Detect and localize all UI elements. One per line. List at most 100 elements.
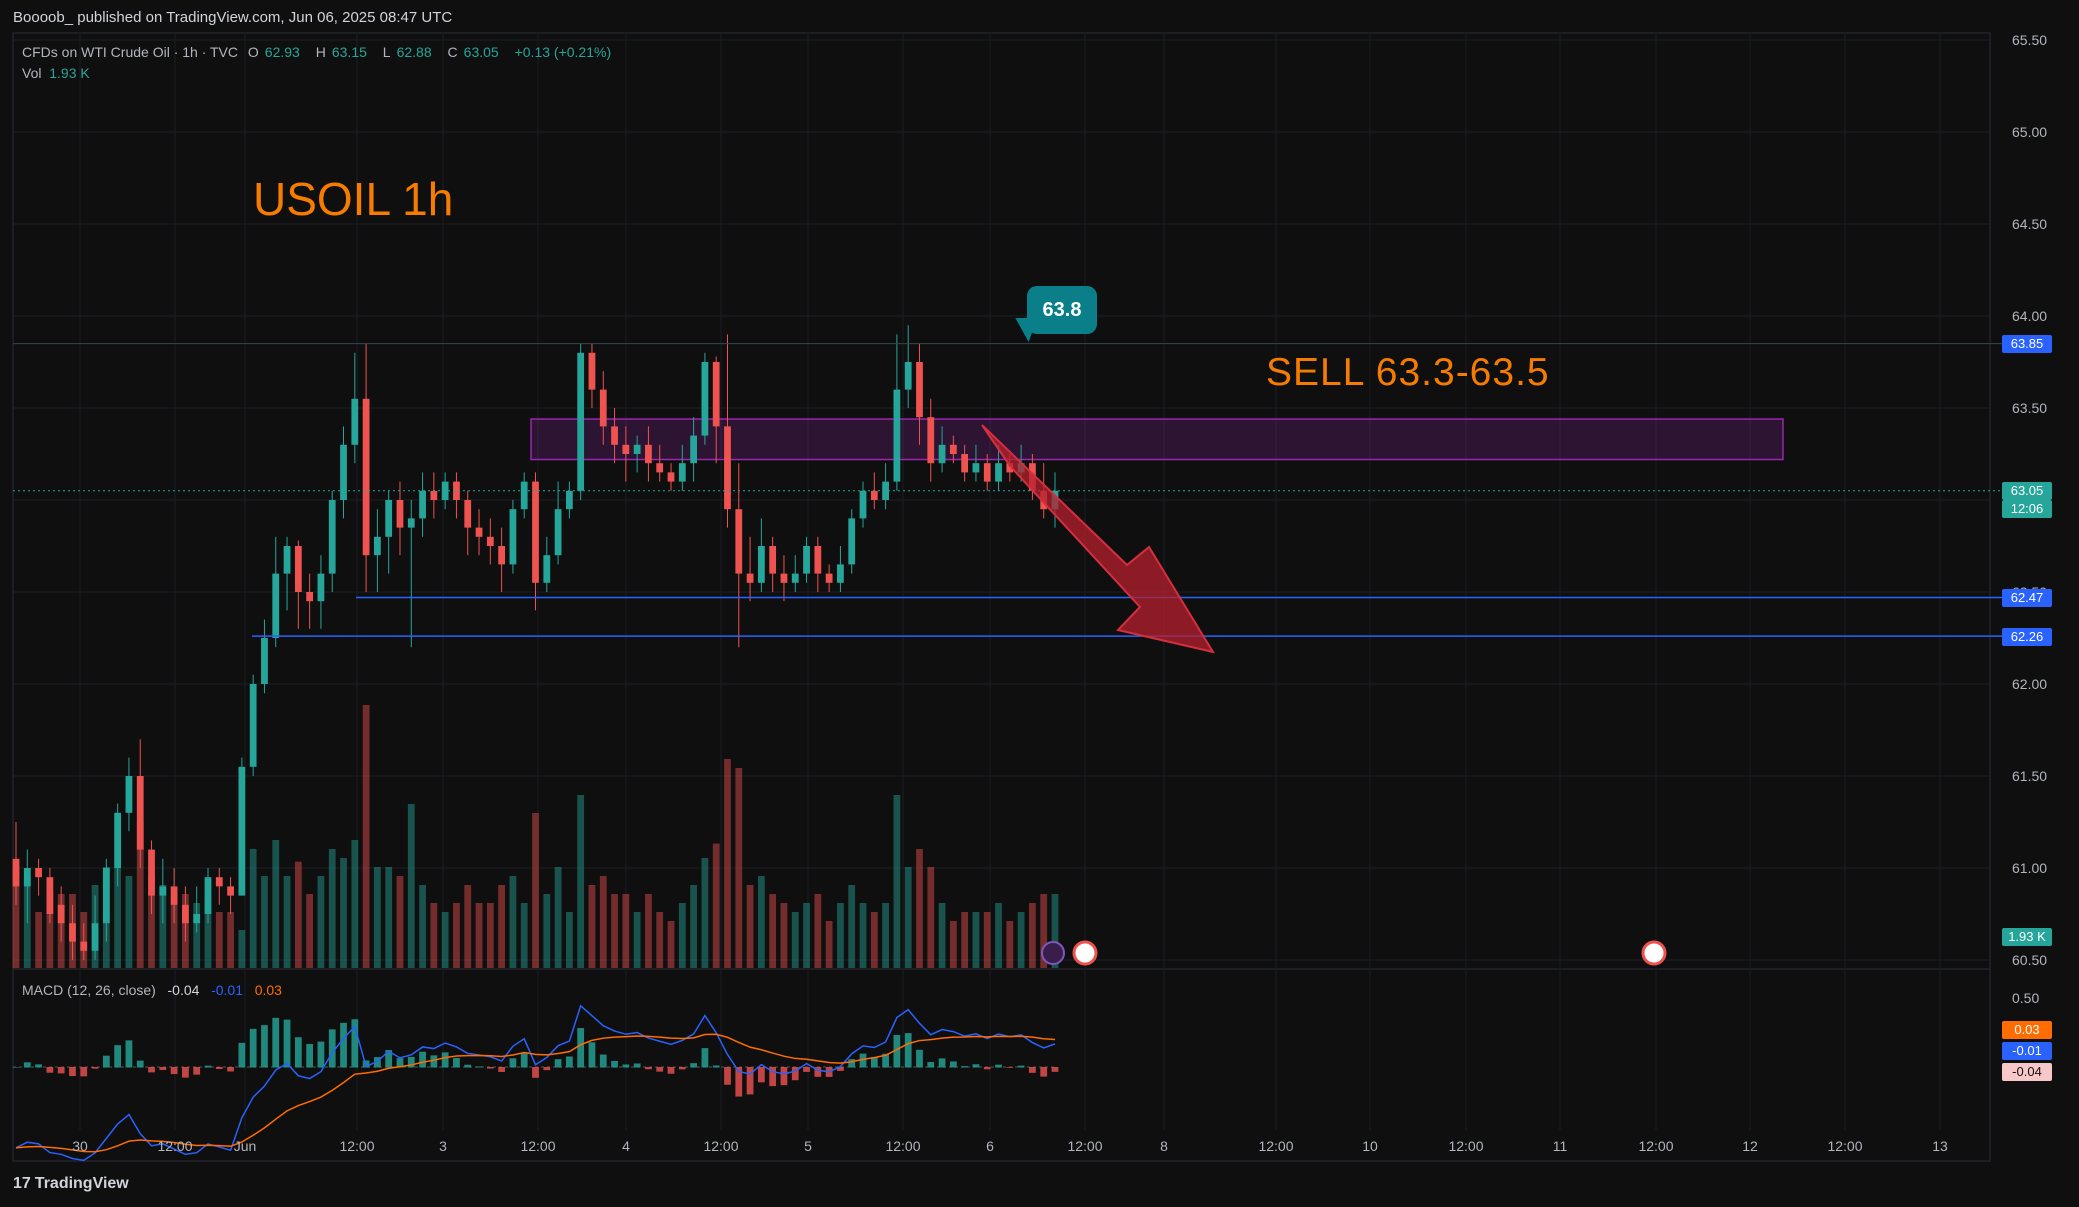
macd-hist-bar <box>893 1034 901 1068</box>
macd-hist-bar <box>520 1053 528 1068</box>
candle-body <box>430 490 438 500</box>
macd-hist-bar <box>1006 1067 1014 1068</box>
volume-bar <box>961 912 969 968</box>
macd-hist-bar <box>565 1056 573 1068</box>
time-tick-label: 12:00 <box>1448 1138 1483 1154</box>
price-tick-label: 61.00 <box>2012 860 2047 876</box>
candle-body <box>193 914 201 924</box>
volume-bar <box>995 903 1002 968</box>
support2-price-tag: 62.26 <box>2002 628 2052 646</box>
volume-bar <box>148 876 155 968</box>
volume-bar <box>294 861 302 968</box>
candle-body <box>306 592 314 602</box>
macd-hist-bar <box>396 1058 404 1068</box>
signal-line <box>15 1033 1056 1153</box>
candle-body <box>611 426 618 445</box>
macd-pane <box>12 1004 1059 1162</box>
candle-body <box>80 941 88 951</box>
volume-bar <box>656 912 664 968</box>
price-tick-label: 65.00 <box>2012 124 2047 140</box>
macd-hist-bar <box>746 1067 754 1095</box>
candle-body <box>91 923 99 951</box>
candle-body <box>690 435 697 464</box>
candle-body <box>870 490 878 500</box>
candle-body <box>407 518 415 528</box>
macd-hist-bar <box>916 1049 923 1068</box>
volume-bar <box>622 894 630 968</box>
volume-bar <box>611 894 618 968</box>
candle-body <box>543 555 551 583</box>
ohlc-change: +0.13 (+0.21%) <box>514 44 612 60</box>
macd-hist-bar <box>927 1062 935 1068</box>
macd-hist-bar <box>453 1057 460 1068</box>
time-tick-label: Jun <box>234 1138 257 1154</box>
macd-hist-bar <box>724 1067 731 1085</box>
sell-zone-layer <box>530 418 1784 461</box>
hist-value: 0.03 <box>254 982 282 998</box>
volume-bar <box>882 903 889 968</box>
macd-hist-bar <box>12 1067 20 1068</box>
price-tick-label: 64.50 <box>2012 216 2047 232</box>
macd-hist-bar <box>848 1059 856 1068</box>
macd-hist-bar <box>949 1061 957 1068</box>
macd-hist-bar <box>509 1058 517 1068</box>
volume-bar <box>724 759 731 968</box>
volume-bar <box>565 912 573 968</box>
volume-bar <box>114 867 122 968</box>
macd-hist-bar <box>23 1062 31 1068</box>
macd-hist-bar <box>837 1067 844 1071</box>
volume-bar <box>1029 903 1036 968</box>
macd-hist-bar <box>701 1048 709 1068</box>
volume-bar <box>746 885 754 968</box>
candle-body <box>272 573 280 638</box>
macd-hist-bar <box>543 1067 551 1071</box>
arrow-layer <box>981 424 1667 966</box>
price-tick-label: 65.50 <box>2012 32 2047 48</box>
volume-bar <box>215 912 223 968</box>
macd-hist-bar <box>80 1067 88 1077</box>
chart-annotation-title: USOIL 1h <box>253 173 454 225</box>
macd-line <box>15 1004 1056 1162</box>
time-tick-label: 5 <box>804 1138 812 1154</box>
macd-hist-bar <box>283 1019 291 1068</box>
candle-body <box>57 904 65 924</box>
candle-body <box>848 518 856 565</box>
macd-value: -0.04 <box>167 982 200 998</box>
time-tick-label: 12:00 <box>885 1138 920 1154</box>
volume-bar <box>893 795 901 968</box>
candle-body <box>554 509 562 556</box>
candle-body <box>577 352 585 491</box>
candle-body <box>712 362 720 427</box>
candle-body <box>769 546 777 574</box>
macd-hist-bar <box>588 1042 596 1068</box>
time-tick-label: 12:00 <box>1067 1138 1102 1154</box>
candle-body <box>261 638 268 684</box>
candle-body <box>148 849 155 896</box>
volume-bar <box>814 894 822 968</box>
volume-bar <box>306 894 314 968</box>
candle-body <box>317 573 325 602</box>
signal-value: -0.01 <box>211 982 244 998</box>
symbol-legend: CFDs on WTI Crude Oil · 1h · TVC O 62.93 … <box>22 44 617 60</box>
macd-hist-bar <box>599 1054 607 1068</box>
ohlc-high: H 63.15 <box>315 44 367 60</box>
candle-body <box>746 573 754 583</box>
macd-hist-bar <box>791 1067 799 1081</box>
sell-annotation: SELL 63.3-63.5 <box>1266 351 1550 394</box>
candle-body <box>814 546 822 574</box>
volume-bar <box>791 912 799 968</box>
price-bubble: 63.8 <box>1027 286 1097 334</box>
candle-body <box>1006 463 1014 473</box>
macd-hist-bar <box>159 1067 167 1070</box>
volume-bar <box>170 894 178 968</box>
macd-hist-bar <box>633 1063 641 1068</box>
volume-bar <box>1051 894 1059 968</box>
macd-hist-bar <box>294 1037 302 1068</box>
volume-bar <box>588 885 596 968</box>
macd-hist-bar <box>938 1058 946 1068</box>
candles <box>12 325 1059 960</box>
volume-bar <box>1040 894 1048 968</box>
macd-hist-bar <box>712 1065 720 1068</box>
